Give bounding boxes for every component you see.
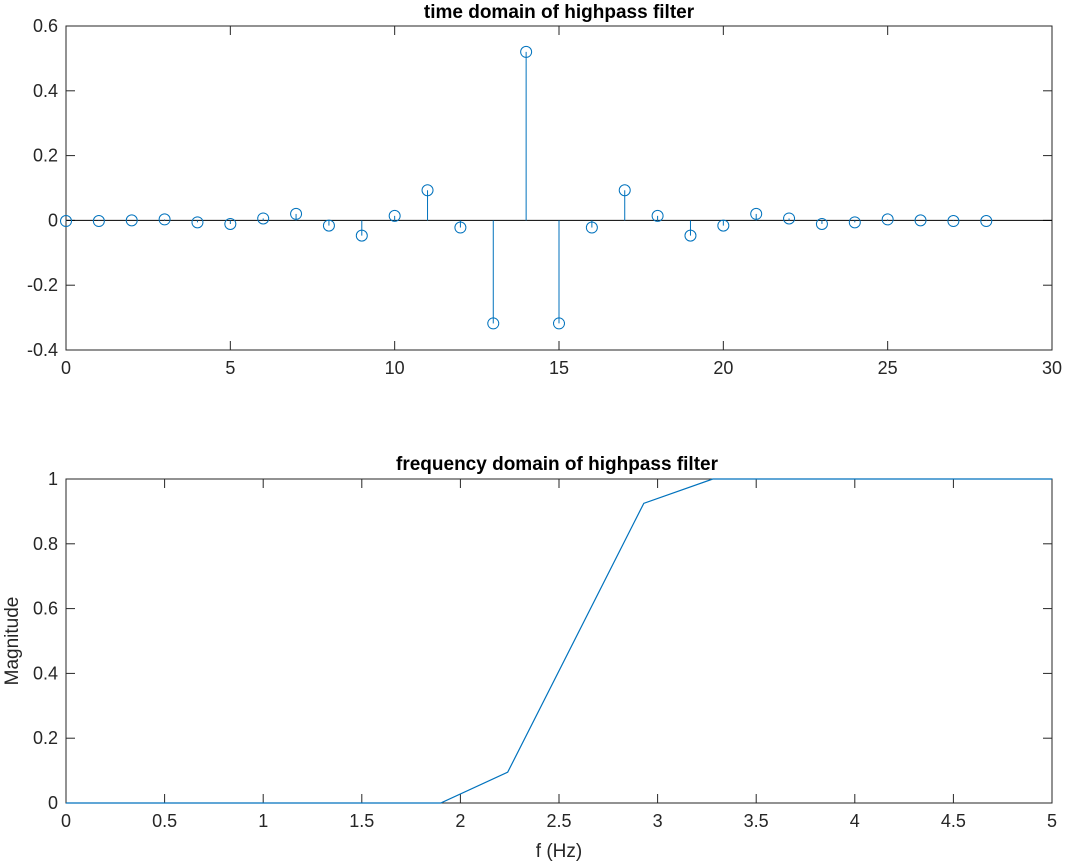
stem-marker (60, 215, 72, 228)
frequency-domain-title: frequency domain of highpass filter (396, 454, 719, 475)
frequency-domain-x-tick-label: 3 (653, 811, 663, 831)
time-domain-ticks: 0 5 10 15 20 25 30 -0.4 -0.2 0 0.2 0.4 0.6 (27, 16, 1062, 378)
frequency-y-axis-label: Magnitude (2, 597, 23, 686)
stem-marker (750, 207, 763, 220)
frequency-domain-x-tick-label: 3.5 (744, 811, 769, 831)
frequency-domain-ticks: 0 0.5 1 1.5 2 2.5 3 3.5 4 4.5 5 0 0.2 0.4 0.6 0.8 1 (33, 469, 1057, 831)
time-domain-x-tick-label: 0 (61, 358, 71, 378)
time-domain-x-tick-label: 10 (385, 358, 405, 378)
stem-marker (848, 216, 861, 229)
time-domain-x-tick-label: 20 (713, 358, 733, 378)
frequency-domain-x-tick-label: 0.5 (152, 811, 177, 831)
stem-marker (684, 229, 697, 242)
time-domain-x-tick-label: 25 (878, 358, 898, 378)
time-domain-x-tick-label: 30 (1042, 358, 1062, 378)
frequency-domain-plot-frame (65, 478, 1053, 804)
frequency-domain-x-tick-label: 2 (455, 811, 465, 831)
time-domain-y-tick-label: 0 (48, 210, 58, 230)
stem-marker (618, 184, 631, 197)
frequency-domain-axes: frequency domain of highpass filter f (H… (2, 454, 1057, 862)
stem-marker (947, 215, 960, 228)
time-domain-y-tick-label: 0.4 (33, 81, 58, 101)
time-domain-y-tick-label: -0.4 (27, 340, 58, 360)
stem-marker (454, 221, 467, 234)
frequency-domain-x-tick-label: 2.5 (546, 811, 571, 831)
frequency-domain-x-tick-label: 0 (61, 811, 71, 831)
stem-marker (257, 212, 270, 225)
frequency-domain-x-tick-label: 4.5 (941, 811, 966, 831)
stem-marker (717, 219, 730, 232)
stem-marker (815, 217, 828, 230)
stem-marker (355, 229, 368, 242)
frequency-domain-y-tick-label: 1 (48, 469, 58, 489)
frequency-domain-y-tick-label: 0.2 (33, 728, 58, 748)
stem-marker (125, 214, 138, 227)
stem-marker (92, 215, 105, 228)
time-domain-y-tick-label: 0.6 (33, 16, 58, 36)
frequency-domain-x-tick-label: 5 (1047, 811, 1057, 831)
stem-marker (290, 207, 303, 220)
stem-marker (585, 221, 598, 234)
stem-marker (783, 212, 796, 225)
time-domain-y-tick-label: 0.2 (33, 146, 58, 166)
frequency-domain-line (66, 478, 1052, 804)
frequency-domain-y-tick-label: 0.8 (33, 534, 58, 554)
time-domain-title: time domain of highpass filter (424, 2, 695, 23)
frequency-domain-y-tick-label: 0 (48, 793, 58, 813)
stem-marker (520, 45, 533, 58)
frequency-domain-x-tick-label: 1 (258, 811, 268, 831)
time-domain-x-tick-label: 5 (225, 358, 235, 378)
stem-marker (158, 213, 171, 226)
stem-marker (553, 317, 565, 330)
stem-marker (421, 184, 434, 197)
stem-marker (651, 209, 664, 222)
stem-marker (322, 219, 335, 232)
stem-marker (980, 215, 993, 228)
stem-marker (881, 213, 894, 226)
stem-marker (914, 214, 927, 227)
time-domain-x-tick-label: 15 (549, 358, 569, 378)
frequency-domain-x-tick-label: 1.5 (349, 811, 374, 831)
time-domain-stems (60, 45, 1052, 330)
time-domain-axes: time domain of highpass filter 0 5 10 15 20 2… (27, 2, 1062, 378)
stem-marker (388, 209, 401, 222)
stem-marker (191, 216, 204, 229)
frequency-domain-y-tick-label: 0.4 (33, 663, 58, 683)
stem-marker (224, 217, 237, 230)
frequency-domain-x-tick-label: 4 (850, 811, 860, 831)
frequency-x-axis-label: f (Hz) (536, 841, 582, 862)
frequency-domain-y-tick-label: 0.6 (33, 599, 58, 619)
time-domain-y-tick-label: -0.2 (27, 275, 58, 295)
magnitude-series-line (66, 478, 1052, 804)
stem-marker (487, 317, 500, 330)
